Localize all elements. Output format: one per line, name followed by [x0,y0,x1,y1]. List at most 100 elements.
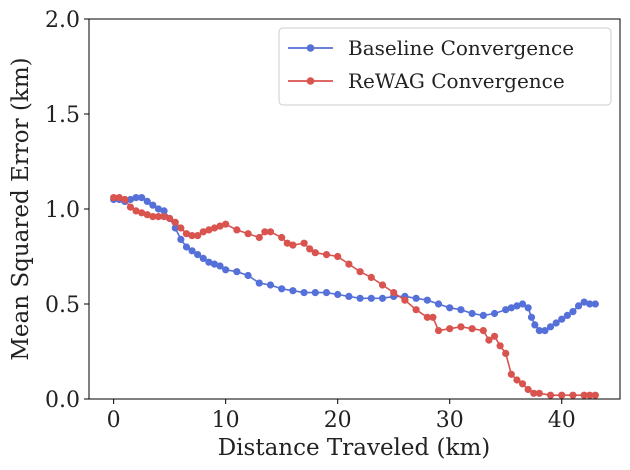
series-line [113,196,596,397]
data-point [199,228,207,236]
data-point [446,304,454,312]
series-1 [110,194,599,335]
data-point [126,195,135,204]
data-point [412,306,420,314]
data-point [367,294,375,302]
data-point [188,247,196,255]
x-tick-label: 30 [436,408,464,433]
data-point [378,281,387,289]
data-point [205,258,213,266]
data-point [121,195,129,204]
data-point [154,205,163,213]
data-point [289,287,297,295]
data-point [490,309,499,318]
data-point [255,233,263,242]
x-axis-ticks: 0 10 20 30 40 [107,399,576,433]
data-point [194,232,202,240]
data-point [244,230,252,238]
data-point [261,228,269,236]
data-point [132,194,140,202]
data-point [518,380,527,388]
data-point [110,194,118,202]
x-tick-label: 0 [107,408,121,433]
data-point [311,249,319,257]
y-tick-label: 0.5 [45,293,80,318]
data-point [513,376,521,384]
data-point [580,298,588,306]
data-point [524,304,532,312]
data-point [591,391,599,399]
data-point [138,194,146,202]
data-point [378,294,387,302]
data-point [496,342,504,350]
data-point [527,313,536,321]
data-point [322,251,331,259]
data-point [546,323,555,331]
y-axis-ticks: 0.0 0.5 1.0 1.5 2.0 [45,8,89,413]
data-point [518,300,527,308]
data-point [222,266,230,274]
data-point [300,289,308,297]
data-point [199,254,207,262]
data-point [423,313,431,321]
data-point [171,224,179,232]
data-point [322,289,331,297]
data-point [300,239,308,247]
legend-label: Baseline Convergence [348,36,574,60]
legend-item-2: ReWAG Convergence [288,69,565,93]
series-2 [110,194,599,399]
data-point [177,235,185,243]
data-point [569,308,577,316]
y-tick-label: 1.5 [45,103,80,128]
data-point [423,296,431,304]
legend-marker [306,77,315,85]
data-point [485,336,493,344]
data-point [429,313,437,321]
legend: Baseline Convergence ReWAG Convergence [278,27,612,106]
data-point [182,230,191,238]
data-point [390,289,398,297]
data-point [558,315,566,323]
data-point [541,327,549,335]
data-point [446,325,454,333]
data-point [490,332,499,340]
data-point [507,370,515,378]
data-point [194,251,202,259]
data-point [507,304,515,312]
data-point [552,319,560,327]
data-point [233,268,241,276]
data-point [530,389,538,397]
data-point [345,292,353,300]
data-point [166,214,174,223]
data-point [132,207,140,215]
data-point [367,273,375,281]
data-point [278,233,286,242]
data-point [154,213,163,221]
data-point [401,296,409,304]
data-point [457,306,465,314]
data-point [210,224,219,232]
data-point [356,294,364,302]
data-point [171,218,179,226]
series-line [113,196,596,332]
data-point [502,349,510,357]
x-tick-label: 40 [548,408,576,433]
data-point [216,222,224,230]
data-point [255,279,263,287]
data-point [160,213,168,221]
data-point [479,327,487,335]
data-point [434,327,443,335]
data-point [216,262,224,270]
data-point [233,226,241,234]
data-point [535,327,543,335]
data-point [177,224,185,232]
data-point [513,302,521,310]
data-point [457,323,465,331]
data-point [306,245,314,253]
data-point [356,268,364,276]
x-axis-label: Distance Traveled (km) [218,435,491,461]
data-point [126,203,135,211]
data-point [546,391,555,399]
plot-area [88,18,621,400]
data-point [434,300,443,308]
